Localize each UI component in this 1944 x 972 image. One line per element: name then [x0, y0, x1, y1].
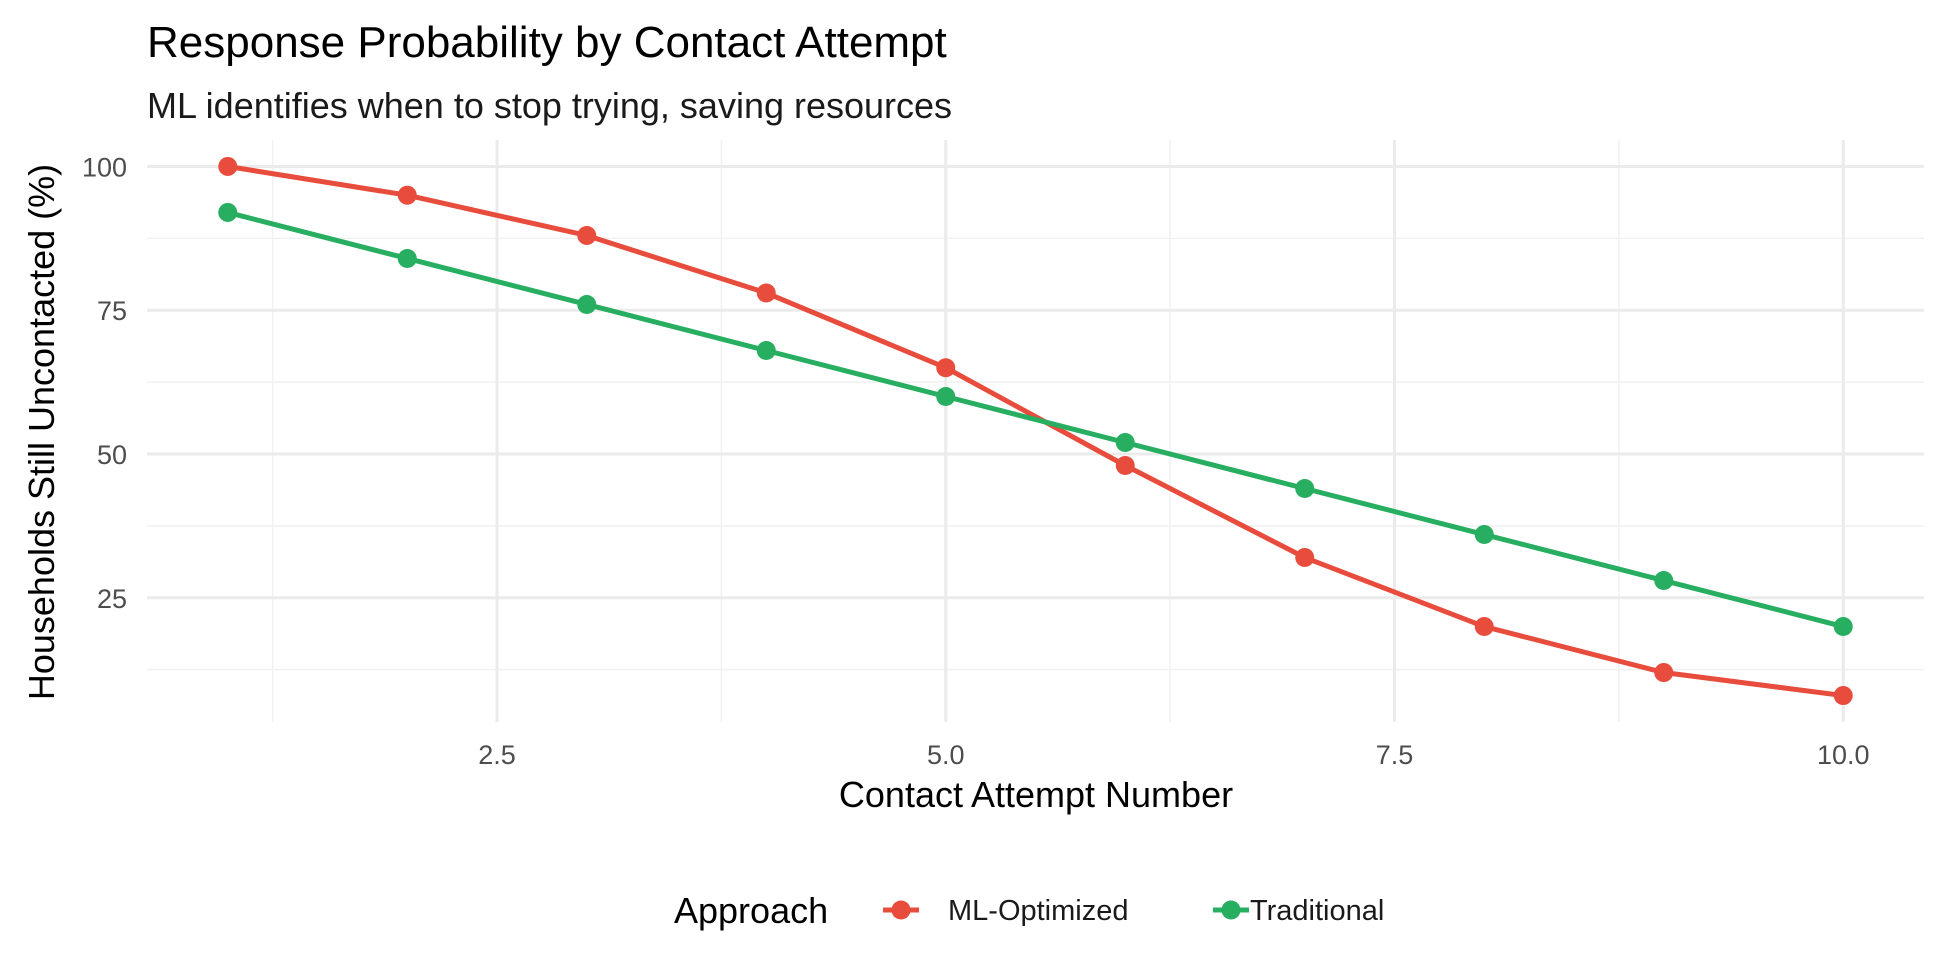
legend: Approach ML-Optimized Traditional: [674, 890, 1384, 931]
data-point: [936, 358, 956, 378]
data-point: [577, 225, 597, 245]
y-axis-tick-labels: 25 50 75 100: [82, 152, 127, 613]
y-tick-label: 50: [97, 440, 127, 470]
y-tick-label: 25: [97, 584, 127, 614]
major-gridlines: [147, 140, 1924, 722]
x-tick-label: 2.5: [478, 740, 516, 770]
data-point: [1833, 686, 1853, 706]
data-point: [756, 283, 776, 303]
minor-gridlines: [147, 140, 1924, 722]
series-points: [218, 156, 1853, 706]
data-point: [577, 294, 597, 314]
legend-label: ML-Optimized: [948, 895, 1129, 927]
series-line-1: [225, 209, 1846, 630]
y-axis-title: Households Still Uncontacted (%): [21, 164, 62, 700]
x-tick-label: 10.0: [1817, 740, 1870, 770]
data-point: [756, 340, 776, 360]
data-point: [218, 156, 238, 176]
data-point: [1654, 571, 1674, 591]
chart-subtitle: ML identifies when to stop trying, savin…: [147, 85, 952, 126]
data-point: [1833, 617, 1853, 637]
legend-label: Traditional: [1250, 895, 1384, 927]
x-axis-title: Contact Attempt Number: [839, 774, 1233, 815]
chart-title: Response Probability by Contact Attempt: [147, 18, 947, 67]
data-point: [1295, 548, 1315, 568]
data-point: [1474, 525, 1494, 545]
data-point: [218, 202, 238, 222]
data-point: [1115, 456, 1135, 476]
x-axis-tick-labels: 2.5 5.0 7.5 10.0: [478, 740, 1869, 770]
legend-key-point: [891, 900, 911, 920]
legend-key-point: [1221, 900, 1241, 920]
legend-title: Approach: [674, 890, 828, 931]
series-line-0: [225, 163, 1846, 699]
data-point: [1654, 663, 1674, 683]
x-tick-label: 7.5: [1376, 740, 1414, 770]
series-lines: [225, 163, 1846, 699]
data-point: [936, 386, 956, 406]
data-point: [397, 248, 417, 268]
data-point: [1474, 617, 1494, 637]
x-tick-label: 5.0: [927, 740, 965, 770]
data-point: [1295, 479, 1315, 499]
data-point: [1115, 433, 1135, 453]
y-tick-label: 100: [82, 152, 127, 182]
data-point: [397, 185, 417, 205]
y-tick-label: 75: [97, 296, 127, 326]
